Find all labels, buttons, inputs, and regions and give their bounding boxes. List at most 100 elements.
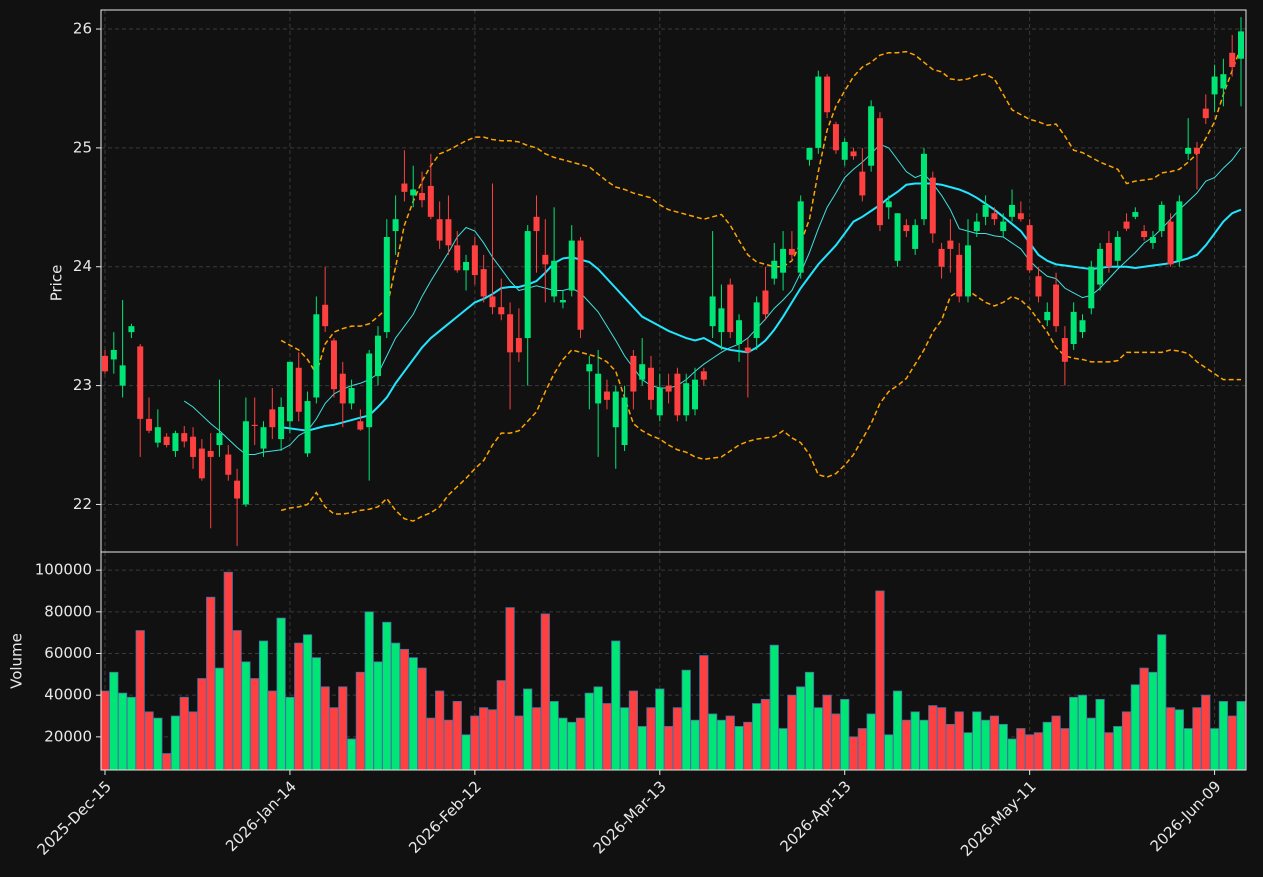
plot-border (100, 551, 1247, 771)
volume-bar (135, 630, 145, 771)
y-axis-label: Volume (8, 633, 26, 689)
y-tick-label: 22 (73, 495, 92, 513)
candle-body (1211, 76, 1218, 95)
volume-bar (162, 753, 172, 771)
y-tick-label: 25 (73, 138, 92, 156)
volume-bar (232, 630, 242, 771)
y-axis-label: Price (48, 265, 66, 302)
candle-body (647, 367, 654, 400)
candle-body (1141, 231, 1148, 238)
volume-bar (628, 690, 638, 771)
candle-body (674, 373, 681, 416)
candle-body (471, 245, 478, 276)
candle-body (216, 433, 223, 446)
volume-bar (646, 707, 656, 771)
candle-body (463, 261, 470, 271)
volume-bar (584, 692, 594, 771)
volume-bar (752, 703, 762, 771)
candle-body (938, 248, 945, 267)
volume-bar (470, 715, 480, 771)
volume-bar (144, 711, 154, 771)
volume-bar (857, 728, 867, 771)
volume-bar (294, 642, 304, 771)
candle-body (788, 248, 795, 255)
volume-bar (1113, 726, 1123, 771)
candle-body (1026, 225, 1033, 271)
candle-body (709, 296, 716, 327)
candle-body (1044, 311, 1051, 321)
volume-bar (734, 726, 744, 771)
candle-body (146, 418, 153, 431)
volume-bar (276, 617, 286, 771)
volume-bar (540, 613, 550, 771)
volume-bar (364, 611, 374, 771)
candle-body (181, 433, 188, 442)
candle-body (436, 219, 443, 241)
volume-bar (804, 671, 815, 771)
volume-bar (338, 686, 348, 771)
volume-bar (1157, 634, 1167, 771)
candle-body (744, 347, 751, 353)
volume-bar (998, 723, 1008, 771)
volume-bar (972, 711, 982, 771)
candle-body (929, 177, 936, 234)
candle-body (973, 221, 980, 232)
candle-body (577, 240, 584, 330)
volume-bar (716, 719, 727, 771)
candle-body (568, 240, 575, 291)
candle-body (137, 346, 144, 419)
candle-body (207, 450, 214, 457)
candle-body (894, 213, 901, 261)
candle-body (1035, 276, 1042, 297)
candle-body (612, 391, 619, 428)
candle-body (1132, 212, 1139, 217)
candle-body (1009, 204, 1016, 217)
candle-body (110, 349, 117, 360)
volume-bar (452, 701, 462, 771)
volume-bar (963, 732, 973, 771)
volume-bar (179, 696, 189, 771)
volume-bar (487, 709, 498, 771)
candle-body (454, 245, 461, 271)
candle-body (392, 219, 399, 232)
candle-body (1079, 320, 1086, 333)
volume-bar (346, 738, 357, 771)
volume-bar (1236, 701, 1246, 771)
volume-bar (1077, 694, 1088, 771)
candle-body (533, 216, 540, 232)
candle-body (639, 364, 646, 380)
candle-body (621, 397, 628, 446)
candle-body (947, 240, 954, 249)
volume-bar (1086, 717, 1096, 771)
candle-body (1238, 31, 1244, 59)
volume-bar (311, 657, 321, 771)
volume-bar (443, 719, 454, 771)
volume-bar (866, 713, 876, 771)
candle-body (780, 248, 787, 273)
candle-body (304, 401, 311, 454)
volume-bar (981, 719, 991, 771)
y-tick-label: 20000 (44, 727, 92, 745)
candle-body (736, 320, 743, 344)
candle-body (718, 308, 725, 333)
volume-bar (479, 707, 489, 771)
candle-body (339, 373, 346, 404)
candle-body (295, 367, 302, 412)
volume-bar (531, 707, 542, 771)
volume-bar (197, 678, 207, 771)
volume-bar (778, 728, 788, 771)
volume-bar (822, 694, 832, 771)
candle-body (1088, 266, 1095, 309)
candle-body (427, 185, 434, 217)
indicator-line (183, 143, 1242, 456)
candle-body (630, 355, 637, 392)
volume-bar (1209, 728, 1220, 771)
volume-bar (1025, 734, 1035, 771)
volume-bar (100, 690, 110, 771)
volume-bar (109, 671, 119, 771)
candle-body (665, 385, 672, 392)
volume-bar (699, 655, 709, 771)
volume-bar (399, 648, 410, 771)
candle-body (410, 189, 417, 196)
